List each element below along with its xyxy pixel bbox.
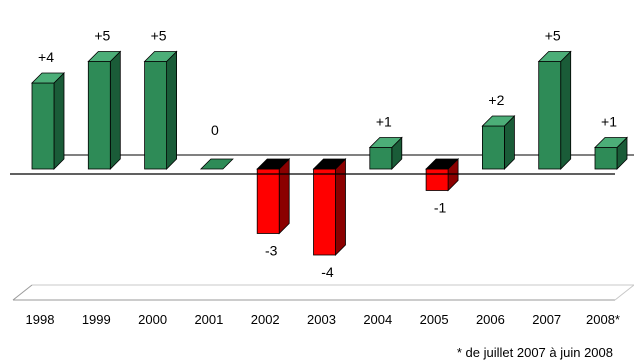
bar-front-face <box>538 61 562 170</box>
bar-1998 <box>31 72 65 170</box>
bar-front-face <box>313 168 336 256</box>
bar-2008* <box>594 136 628 170</box>
x-tick-label: 1999 <box>82 312 111 327</box>
x-tick-label: 2006 <box>476 312 505 327</box>
x-tick-label: 1998 <box>26 312 55 327</box>
data-label: +5 <box>151 28 167 44</box>
bars-layer <box>31 50 628 256</box>
data-label: +4 <box>38 49 54 65</box>
bar-1999 <box>87 50 122 170</box>
bar-2001 <box>199 158 234 170</box>
bar-2007 <box>537 50 572 170</box>
bar-top-face <box>31 72 65 84</box>
data-labels-layer: +4 +5 +5 0 -3 -4 +1 -1 +2 +5 +1 <box>38 28 617 281</box>
bar-2005 <box>425 158 460 192</box>
bar-side-face <box>109 50 121 170</box>
data-label: -4 <box>321 264 334 280</box>
x-tick-labels: 1998 1999 2000 2001 2002 2003 2004 2005 2006 2007… <box>26 312 620 327</box>
bar-side-face <box>278 158 290 235</box>
data-label: +1 <box>601 114 617 130</box>
bar-top-face <box>368 137 403 148</box>
x-tick-label: 2001 <box>194 312 223 327</box>
bar-top-face <box>256 158 291 170</box>
bar-top-face <box>537 51 572 62</box>
footnote: * de juillet 2007 à juin 2008 <box>457 345 613 360</box>
x-tick-label: 2004 <box>363 312 392 327</box>
bar-front-face <box>256 168 280 234</box>
bar-2002 <box>256 158 291 235</box>
data-label: +5 <box>545 28 561 44</box>
bar-top-face <box>594 137 628 148</box>
bar-front-face <box>481 125 505 170</box>
x-tick-label: 2005 <box>420 312 449 327</box>
x-tick-label: 2008* <box>586 312 620 327</box>
bar-top-face <box>143 51 178 62</box>
bar-top-face <box>425 158 460 170</box>
bar-front-face <box>144 61 168 170</box>
bar-2000 <box>143 50 178 170</box>
bar-side-face <box>560 50 572 170</box>
bar-front-face <box>594 147 618 170</box>
bar-2003 <box>312 158 347 256</box>
data-label: 0 <box>211 122 219 138</box>
x-tick-label: 2003 <box>307 312 336 327</box>
bar-top-face <box>312 158 347 170</box>
bar-top-face <box>481 115 516 127</box>
bar-2004 <box>368 136 403 170</box>
data-label: -3 <box>265 243 278 259</box>
bar-top-face <box>87 51 122 62</box>
data-label: +5 <box>94 28 110 44</box>
x-tick-label: 2002 <box>251 312 280 327</box>
bar-side-face <box>53 72 65 170</box>
data-label: +2 <box>488 92 504 108</box>
bar-2006 <box>481 115 516 170</box>
data-label: -1 <box>434 200 447 216</box>
data-label: +1 <box>376 114 392 130</box>
x-tick-label: 2000 <box>138 312 167 327</box>
x-tick-label: 2007 <box>532 312 561 327</box>
bar-side-face <box>166 50 178 170</box>
bar-zero-plate <box>199 158 234 170</box>
bar-front-face <box>87 61 111 170</box>
chart-floor <box>12 284 634 301</box>
bar-front-face <box>425 168 449 191</box>
bar-front-face <box>31 82 55 170</box>
bar-front-face <box>369 147 393 170</box>
